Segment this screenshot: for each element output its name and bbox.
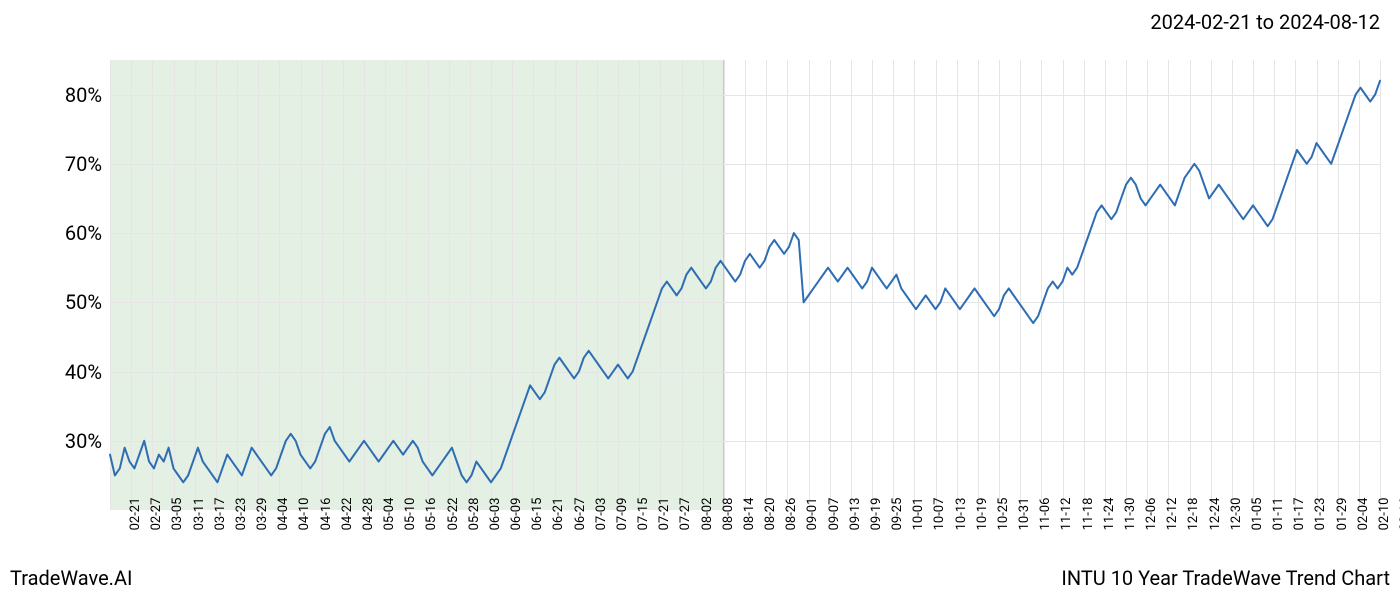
y-tick-label: 80% [65,83,102,107]
y-tick-label: 60% [65,221,102,245]
y-tick-label: 40% [65,360,102,384]
grid-line-v [1380,60,1381,510]
footer-title: INTU 10 Year TradeWave Trend Chart [1061,566,1390,590]
y-tick-label: 30% [65,429,102,453]
trend-line [110,81,1380,483]
x-tick-label: 02-16 [1380,498,1400,531]
date-range-label: 2024-02-21 to 2024-08-12 [1150,10,1380,34]
y-tick-label: 70% [65,152,102,176]
y-tick-label: 50% [65,290,102,314]
chart-plot-area: 30%40%50%60%70%80% 02-2102-2703-0503-110… [110,60,1380,510]
footer-brand: TradeWave.AI [10,566,132,590]
line-series [110,60,1380,510]
